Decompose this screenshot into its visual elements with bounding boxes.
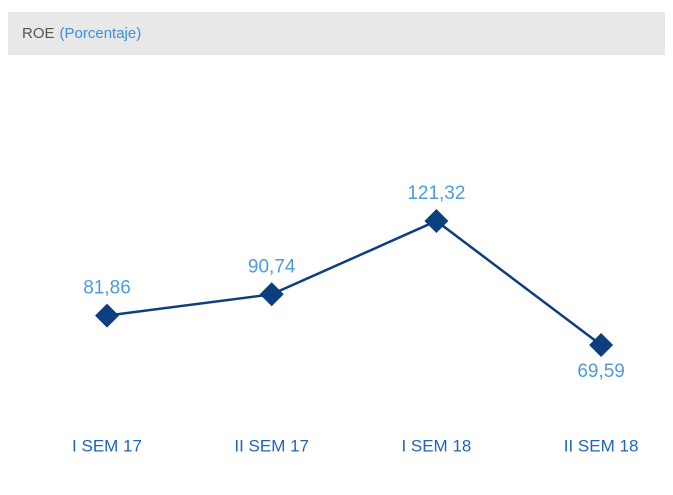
marker	[259, 282, 284, 307]
data-label: 69,59	[577, 361, 625, 382]
marker	[424, 209, 449, 233]
x-tick-label: II SEM 17	[234, 436, 309, 455]
x-tick-label: I SEM 17	[72, 436, 142, 455]
x-tick-label: II SEM 18	[564, 436, 639, 455]
header-bar	[8, 12, 665, 55]
data-label: 81,86	[83, 278, 131, 299]
data-label: 90,74	[248, 256, 296, 277]
line	[106, 219, 602, 346]
marker	[95, 303, 119, 328]
chart-title: ROE	[22, 25, 55, 42]
data-label: 121,32	[407, 183, 465, 204]
header-title: ROE (Porcentaje)	[22, 25, 141, 42]
chart-subtitle: (Porcentaje)	[60, 25, 142, 42]
x-tick-label: I SEM 18	[401, 436, 471, 455]
marker	[589, 333, 614, 357]
